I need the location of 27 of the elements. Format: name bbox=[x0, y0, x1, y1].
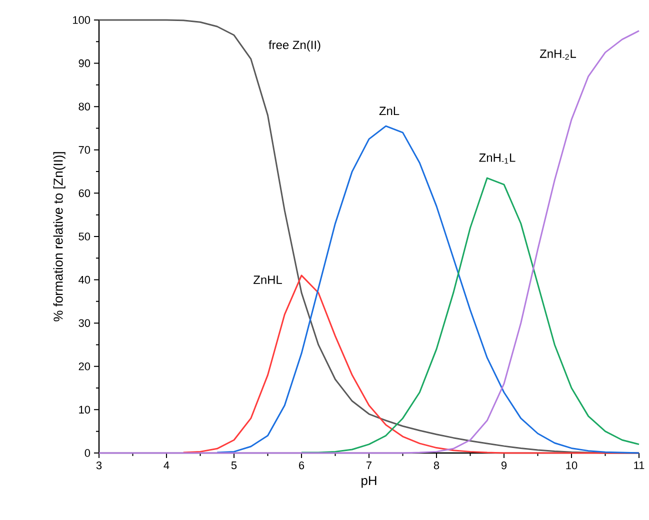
y-tick-label: 20 bbox=[78, 362, 90, 370]
x-tick-label: 5 bbox=[231, 462, 237, 470]
y-tick-label: 40 bbox=[78, 276, 90, 284]
y-tick-label: 10 bbox=[79, 406, 90, 414]
y-tick-label: 60 bbox=[78, 189, 90, 198]
y-tick-label: 0 bbox=[84, 449, 90, 457]
y-tick-label: 90 bbox=[78, 59, 90, 68]
x-axis-title: pH bbox=[362, 476, 376, 488]
y-tick-label: 70 bbox=[78, 146, 90, 154]
series-label: ZnH$_{-2}$L bbox=[540, 50, 576, 60]
x-tick-label: 9 bbox=[501, 462, 507, 470]
x-tick-label: 11 bbox=[634, 462, 644, 470]
y-tick-label: 30 bbox=[78, 319, 90, 327]
x-tick-label: 4 bbox=[164, 462, 170, 470]
y-axis-title: % formation relative to [Zn(II)] bbox=[53, 152, 66, 322]
x-tick-label: 3 bbox=[96, 462, 102, 470]
series-label: ZnH$_{-1}$L bbox=[479, 154, 516, 164]
x-tick-label: 10 bbox=[566, 462, 578, 470]
y-tick-label: 100 bbox=[73, 16, 90, 24]
series-label: free Zn(II) bbox=[268, 40, 320, 52]
x-tick-label: 7 bbox=[366, 462, 372, 470]
y-tick-label: 50 bbox=[78, 232, 90, 240]
x-tick-label: 8 bbox=[434, 462, 440, 470]
series-label: ZnL bbox=[379, 106, 400, 116]
series-label: ZnHL bbox=[254, 276, 282, 284]
x-tick-label: 6 bbox=[299, 462, 304, 470]
y-tick-label: 80 bbox=[78, 102, 90, 110]
